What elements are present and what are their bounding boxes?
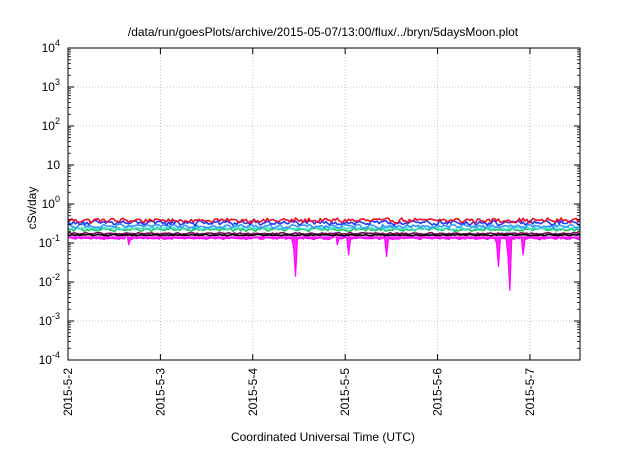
x-axis-label: Coordinated Universal Time (UTC) (231, 430, 415, 444)
grid-lines (68, 48, 580, 360)
x-tick-label: 2015-5-7 (523, 368, 537, 416)
y-tick-label: 10-2 (39, 272, 60, 289)
y-tick-label: 104 (42, 38, 60, 55)
y-tick-label: 10-1 (39, 233, 60, 250)
data-series-group (67, 217, 581, 292)
chart-title: /data/run/goesPlots/archive/2015-05-07/1… (128, 25, 519, 39)
series-line (67, 233, 581, 237)
y-tick-label: 102 (42, 116, 60, 133)
x-tick-label: 2015-5-2 (61, 368, 75, 416)
y-tick-label: 10 (47, 158, 61, 172)
y-tick-label: 10-4 (39, 350, 60, 367)
y-tick-labels: 10-4 10-3 10-2 10-1 100 10 102 103 104 (39, 38, 61, 367)
series-line (67, 223, 581, 230)
series-line (67, 217, 581, 224)
x-tick-label: 2015-5-4 (246, 368, 260, 416)
x-tick-label: 2015-5-6 (431, 368, 445, 416)
x-tick-label: 2015-5-5 (338, 368, 352, 416)
y-tick-label: 100 (42, 194, 60, 211)
x-tick-labels: 2015-5-2 2015-5-3 2015-5-4 2015-5-5 2015-5-6… (61, 368, 537, 416)
y-tick-label: 10-3 (39, 311, 60, 328)
series-line (67, 231, 581, 236)
series-area (68, 232, 580, 291)
y-tick-label: 103 (42, 77, 60, 94)
series-line (67, 231, 581, 292)
axis-ticks (67, 47, 580, 361)
x-tick-label: 2015-5-3 (153, 368, 167, 416)
series-line (67, 227, 581, 233)
y-axis-label: cSv/day (25, 187, 39, 230)
